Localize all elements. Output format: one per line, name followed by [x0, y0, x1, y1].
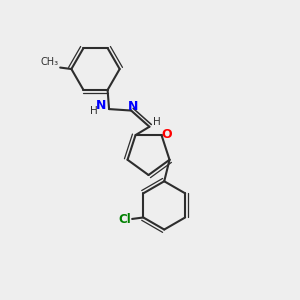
- Text: N: N: [96, 99, 106, 112]
- Text: H: H: [91, 106, 98, 116]
- Text: CH₃: CH₃: [41, 57, 59, 67]
- Text: O: O: [161, 128, 172, 141]
- Text: Cl: Cl: [118, 213, 131, 226]
- Text: N: N: [128, 100, 138, 113]
- Text: H: H: [153, 117, 161, 127]
